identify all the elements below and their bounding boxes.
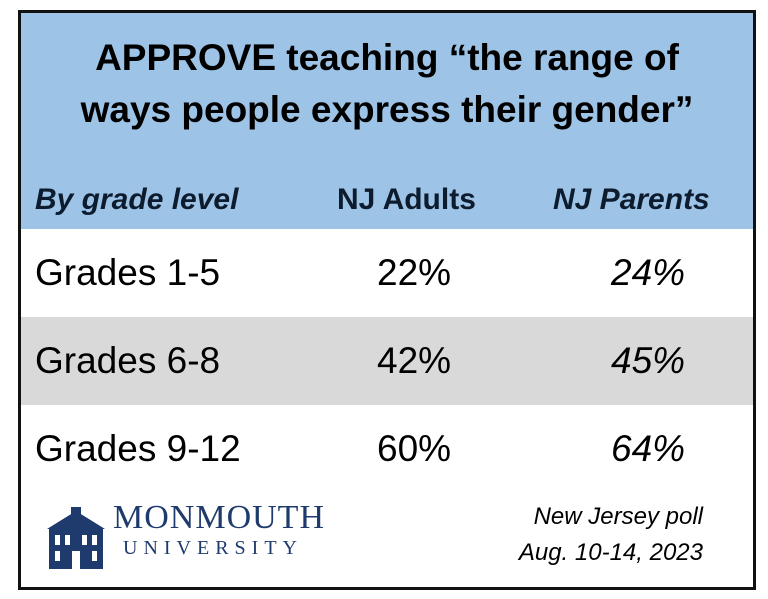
title: ways people express their gender” <box>80 89 694 130</box>
cell: 24% <box>611 252 686 293</box>
cell: 60% <box>377 428 452 469</box>
header: APPROVE teaching “the range of ways peop… <box>21 13 753 229</box>
table-row: Grades 1-5 22% 24% <box>21 229 753 317</box>
table-row: Grades 6-8 42% 45% <box>21 317 753 405</box>
column-header: By grade level <box>35 183 239 216</box>
cell: 64% <box>611 428 686 469</box>
column-header: NJ Parents <box>553 183 710 216</box>
column-header: NJ Adults <box>337 183 476 216</box>
cell: 42% <box>377 340 452 381</box>
table-row: Grades 9-12 60% 64% <box>21 405 753 493</box>
row-label: Grades 9-12 <box>35 428 241 469</box>
logo-icon <box>47 507 105 569</box>
poll-name: New Jersey poll <box>533 503 703 530</box>
title: APPROVE teaching “the range of <box>95 37 679 78</box>
row-label: Grades 1-5 <box>35 252 221 293</box>
cell: 22% <box>377 252 452 293</box>
logo-text: MONMOUTH <box>113 499 325 536</box>
cell: 45% <box>611 340 686 381</box>
logo-text: UNIVERSITY <box>123 537 303 559</box>
poll-date: Aug. 10-14, 2023 <box>518 539 703 566</box>
infographic: APPROVE teaching “the range of ways peop… <box>18 10 756 590</box>
row-label: Grades 6-8 <box>35 340 221 381</box>
